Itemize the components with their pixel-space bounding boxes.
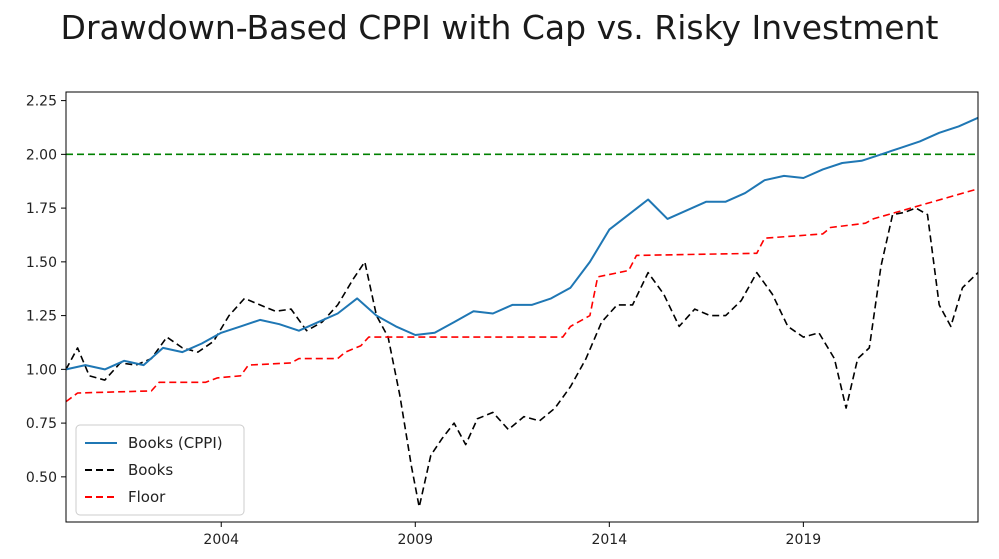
x-tick-label: 2004	[203, 532, 239, 548]
y-axis: 0.50 0.75 1.00 1.25 1.50 1.75 2.00 2.25	[26, 94, 66, 486]
legend-label-books: Books	[128, 461, 173, 479]
y-tick-label: 0.75	[26, 416, 57, 432]
legend-label-floor: Floor	[128, 488, 166, 506]
x-tick-label: 2019	[786, 532, 822, 548]
legend: Books (CPPI) Books Floor	[75, 424, 245, 516]
plot-area-frame	[65, 91, 979, 523]
y-tick-label: 1.25	[26, 309, 57, 325]
y-tick-label: 1.50	[26, 255, 57, 271]
y-tick-label: 1.00	[26, 362, 57, 378]
series-line-books-cppi	[65, 116, 979, 371]
legend-label-books-cppi: Books (CPPI)	[128, 434, 223, 452]
series-lines	[65, 116, 979, 508]
y-tick-label: 2.25	[26, 94, 57, 110]
legend-box	[75, 424, 245, 516]
y-tick-label: 2.00	[26, 147, 57, 163]
y-tick-label: 0.50	[26, 470, 57, 486]
series-line-books	[65, 207, 979, 508]
series-line-floor	[65, 188, 979, 403]
x-tick-label: 2009	[397, 532, 433, 548]
x-axis: 2004 2009 2014 2019	[203, 522, 821, 548]
y-tick-label: 1.75	[26, 201, 57, 217]
x-tick-label: 2014	[591, 532, 627, 548]
chart-title: Drawdown-Based CPPI with Cap vs. Risky I…	[60, 8, 939, 47]
